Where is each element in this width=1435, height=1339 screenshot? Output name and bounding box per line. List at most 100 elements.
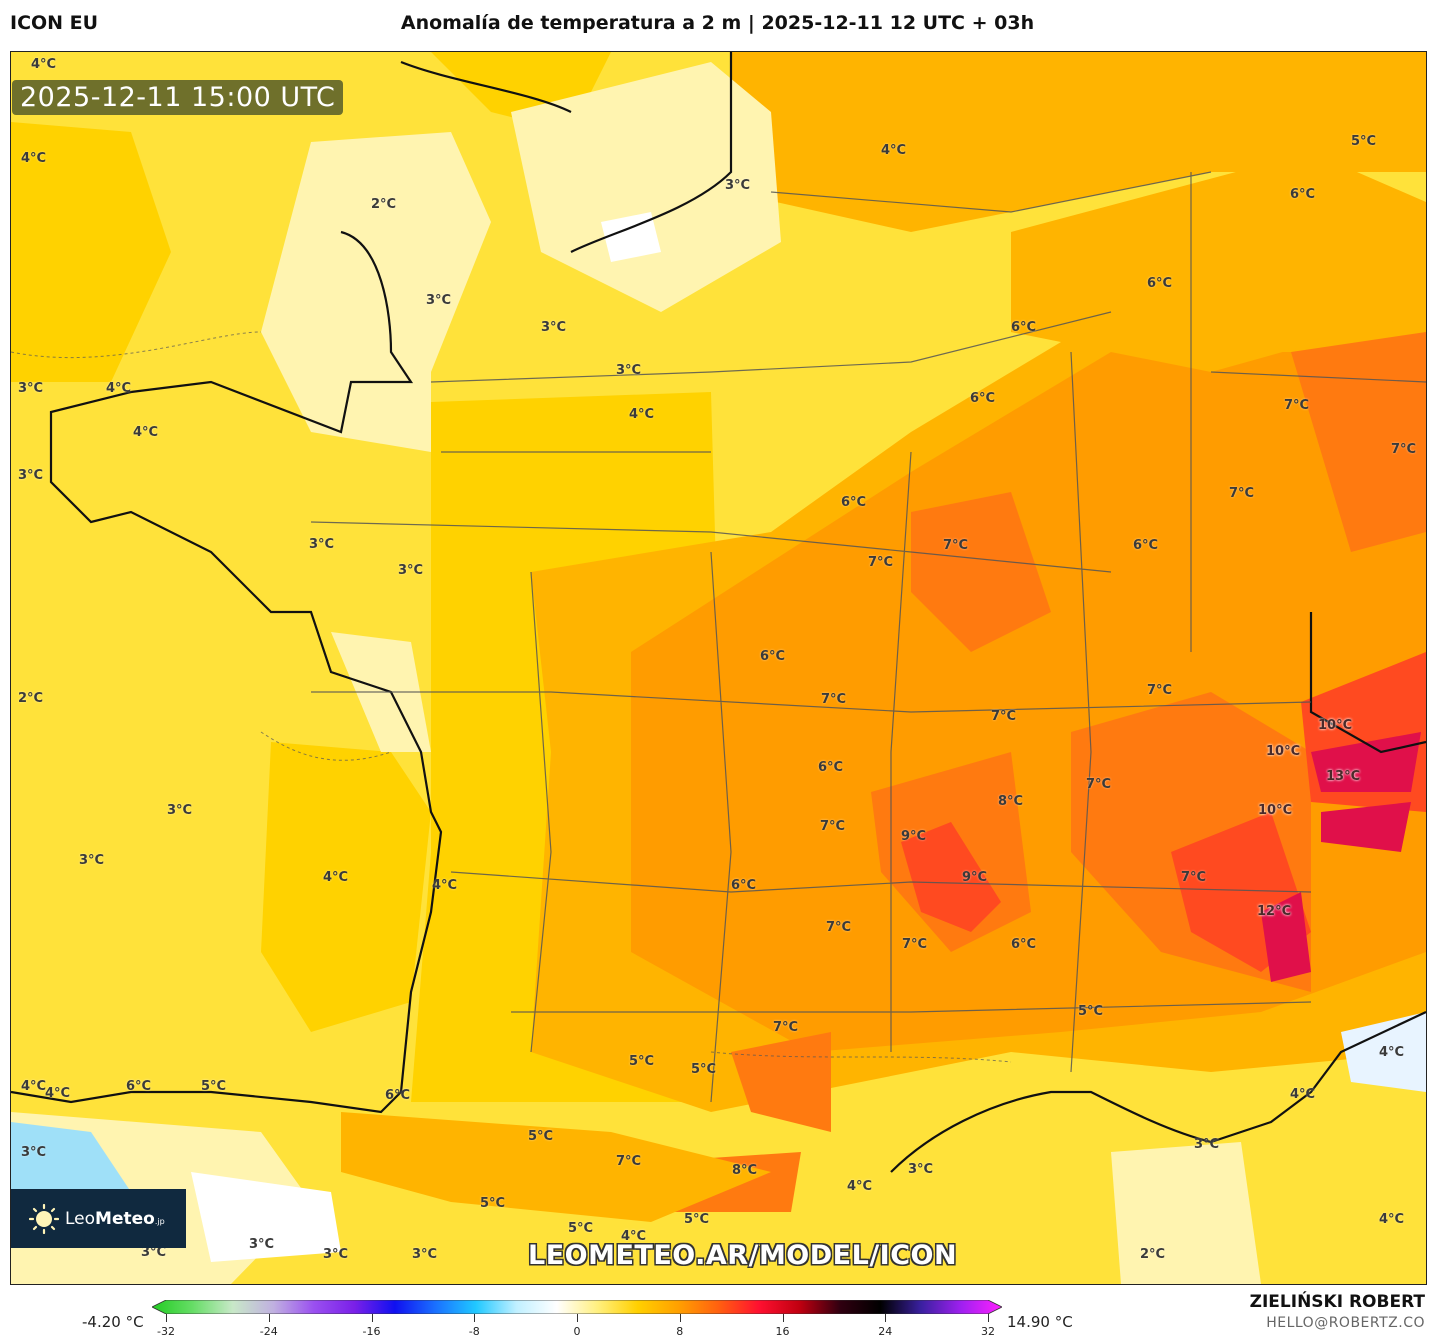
isotherm-label: 3°C <box>426 293 452 308</box>
colorbar-tick <box>371 1314 373 1322</box>
isotherm-label: 4°C <box>45 1086 71 1101</box>
isotherm-label: 4°C <box>133 425 159 440</box>
isotherm-label: 3°C <box>398 563 424 578</box>
colorbar-tick-label: 32 <box>981 1325 995 1338</box>
model-name: ICON EU <box>10 12 99 34</box>
isotherm-label: 7°C <box>902 937 928 952</box>
isotherm-label: 6°C <box>1290 187 1316 202</box>
sun-icon <box>29 1203 59 1234</box>
isotherm-label: 4°C <box>21 151 47 166</box>
isotherm-label: 7°C <box>1147 683 1173 698</box>
isotherm-label: 4°C <box>432 878 458 893</box>
author-email[interactable]: HELLO@ROBERTZ.CO <box>1266 1315 1425 1331</box>
isotherm-label: 7°C <box>991 709 1017 724</box>
isotherm-label: 7°C <box>1181 870 1207 885</box>
isotherm-label: 4°C <box>323 870 349 885</box>
isotherm-label: 4°C <box>847 1179 873 1194</box>
isotherm-label: 2°C <box>371 197 397 212</box>
isotherm-label: 6°C <box>126 1079 152 1094</box>
colorbar-tick-label: 24 <box>878 1325 893 1338</box>
isotherm-label: 6°C <box>1147 276 1173 291</box>
isotherm-label: 5°C <box>568 1221 594 1236</box>
isotherm-label: 6°C <box>1133 538 1159 553</box>
colorbar-tick <box>577 1314 578 1322</box>
colorbar-tick <box>988 1314 989 1322</box>
isotherm-label: 4°C <box>1290 1087 1316 1102</box>
isotherm-label: 9°C <box>962 870 988 885</box>
colorbar-tick-label: -32 <box>157 1325 175 1338</box>
isotherm-label: 3°C <box>1194 1137 1220 1152</box>
isotherm-label: 8°C <box>732 1163 758 1178</box>
colorbar-tick-label: -24 <box>259 1325 278 1338</box>
isotherm-label: 4°C <box>881 143 907 158</box>
chart-title: Anomalía de temperatura a 2 m | 2025-12-… <box>400 12 1035 34</box>
isotherm-label: 6°C <box>731 878 757 893</box>
isotherm-label: 7°C <box>1229 486 1255 501</box>
isotherm-label: 3°C <box>18 381 44 396</box>
colorbar-tick-label: 0 <box>573 1325 581 1338</box>
isotherm-label: 6°C <box>841 495 867 510</box>
isotherm-label: 5°C <box>684 1212 710 1227</box>
isotherm-label: 4°C <box>106 381 132 396</box>
isotherm-label: 7°C <box>821 692 847 707</box>
isotherm-label: 7°C <box>1391 442 1417 457</box>
colorbar-tick-label: 8 <box>676 1325 684 1338</box>
isotherm-label: 4°C <box>1379 1212 1405 1227</box>
isotherm-label: 3°C <box>616 363 642 378</box>
isotherm-label: 13°C <box>1326 769 1361 784</box>
source-url-watermark: LEOMETEO.AR/MODEL/ICON <box>528 1240 958 1271</box>
isotherm-label: 6°C <box>1011 937 1037 952</box>
colorbar <box>152 1300 1002 1314</box>
logo-text: LeoMeteo.jp <box>65 1208 165 1229</box>
isotherm-label: 3°C <box>323 1247 349 1262</box>
isotherm-label: 3°C <box>908 1162 934 1177</box>
colorbar-tick <box>782 1314 784 1322</box>
isotherm-label: 3°C <box>18 468 44 483</box>
isotherm-label: 5°C <box>528 1129 554 1144</box>
map-fill-layer <box>11 52 1426 1284</box>
isotherm-label: 7°C <box>1086 777 1112 792</box>
isotherm-label: 5°C <box>201 1079 227 1094</box>
isotherm-label: 7°C <box>616 1154 642 1169</box>
colorbar-tick <box>885 1314 887 1322</box>
isotherm-label: 12°C <box>1257 904 1292 919</box>
colorbar-tick <box>268 1314 270 1322</box>
temperature-anomaly-map[interactable]: 4°C 4°C 2°C 3°C 4°C 5°C 6°C 3°C 3°C 6°C 6°C 3°C 3°C 4… <box>10 51 1427 1285</box>
isotherm-label: 3°C <box>412 1247 438 1262</box>
colorbar-tick-label: -8 <box>468 1325 480 1338</box>
isotherm-label: 3°C <box>141 1245 167 1260</box>
isotherm-label: 4°C <box>629 407 655 422</box>
isotherm-label: 3°C <box>541 320 567 335</box>
isotherm-label: 2°C <box>18 691 44 706</box>
isotherm-label: 6°C <box>818 760 844 775</box>
valid-time-badge: 2025-12-11 15:00 UTC <box>12 80 344 115</box>
colorbar-max-label: 14.90 °C <box>1007 1313 1073 1331</box>
isotherm-label: 5°C <box>629 1054 655 1069</box>
isotherm-label: 7°C <box>820 819 846 834</box>
colorbar-min-label: -4.20 °C <box>82 1313 144 1331</box>
isotherm-label: 7°C <box>868 555 894 570</box>
isotherm-label: 7°C <box>943 538 969 553</box>
isotherm-label: 7°C <box>773 1020 799 1035</box>
colorbar-tick <box>679 1314 681 1322</box>
author-credit: ZIELIŃSKI ROBERT HELLO@ROBERTZ.CO <box>1250 1292 1425 1331</box>
isotherm-label: 4°C <box>1379 1045 1405 1060</box>
author-name: ZIELIŃSKI ROBERT <box>1249 1292 1425 1312</box>
isotherm-label: 4°C <box>31 57 57 72</box>
colorbar-tick <box>474 1314 476 1322</box>
colorbar-tick <box>166 1314 167 1322</box>
leometeo-logo[interactable]: LeoMeteo.jp <box>11 1189 186 1248</box>
isotherm-label: 6°C <box>970 391 996 406</box>
colorbar-tick-label: 16 <box>775 1325 790 1338</box>
isotherm-label: 10°C <box>1258 803 1293 818</box>
isotherm-label: 2°C <box>1140 1247 1166 1262</box>
isotherm-label: 7°C <box>1284 398 1310 413</box>
isotherm-label: 6°C <box>385 1088 411 1103</box>
isotherm-label: 8°C <box>998 794 1024 809</box>
isotherm-label: 3°C <box>725 178 751 193</box>
colorbar-tick-label: -16 <box>362 1325 381 1338</box>
isotherm-label: 10°C <box>1318 718 1353 733</box>
isotherm-label: 5°C <box>480 1196 506 1211</box>
isotherm-label: 4°C <box>21 1079 47 1094</box>
isotherm-label: 6°C <box>760 649 786 664</box>
